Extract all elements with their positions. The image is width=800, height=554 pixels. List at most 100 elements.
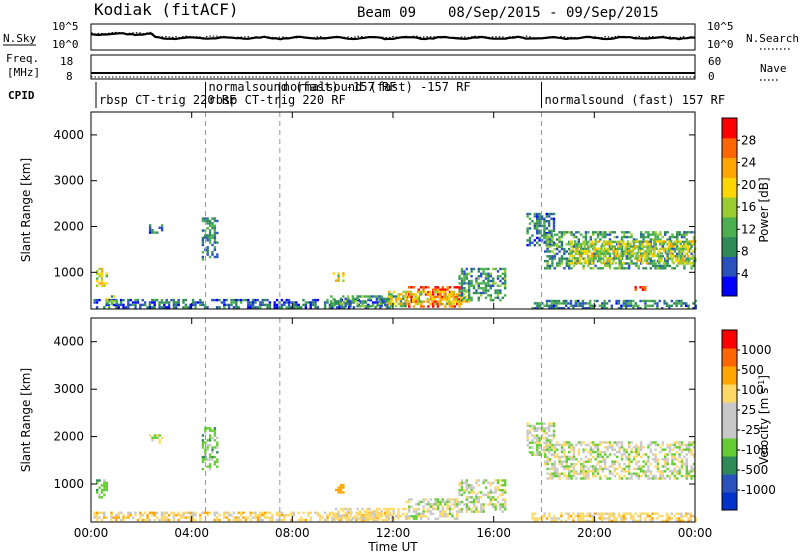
velocity-cell [334, 512, 338, 515]
velocity-cell [601, 460, 604, 463]
power-cell [574, 299, 577, 303]
power-cell [553, 267, 556, 270]
power-cell [390, 293, 393, 296]
velocity-cell [673, 446, 676, 449]
power-cell [446, 286, 449, 289]
power-cell [504, 275, 507, 278]
velocity-cell [644, 460, 648, 463]
power-cell [344, 297, 347, 301]
velocity-cell [323, 511, 327, 514]
velocity-cell [642, 460, 645, 463]
power-cell [574, 261, 577, 265]
velocity-cell [637, 448, 640, 451]
velocity-cell [95, 518, 99, 522]
power-cell [172, 303, 176, 307]
power-cell [581, 252, 584, 255]
velocity-cell [540, 448, 544, 452]
power-cell [309, 306, 312, 309]
power-cell [504, 294, 507, 297]
velocity-cell [599, 474, 602, 478]
velocity-cell [339, 515, 343, 518]
velocity-cell [637, 453, 640, 456]
velocity-cell [408, 510, 411, 513]
power-cell [617, 242, 620, 246]
power-cell [304, 303, 308, 307]
velocity-cell [652, 458, 655, 461]
velocity-cell [528, 424, 532, 428]
velocity-cell [364, 518, 368, 522]
velocity-cell [141, 518, 144, 522]
power-cell [676, 264, 679, 268]
velocity-cell [637, 472, 640, 475]
power-cell [569, 302, 573, 305]
velocity-cell [215, 518, 219, 522]
power-cell [680, 233, 684, 236]
velocity-cell [637, 474, 640, 478]
power-cell [460, 277, 464, 280]
power-cell [557, 299, 561, 303]
power-cell [235, 301, 238, 304]
power-cell [211, 253, 214, 256]
power-cell [605, 240, 608, 243]
power-cell [402, 297, 405, 301]
power-cell [458, 298, 461, 301]
power-cell [646, 252, 649, 255]
velocity-cell [160, 511, 164, 514]
power-cell [584, 238, 588, 241]
velocity-cell [110, 516, 113, 519]
velocity-cell [232, 518, 236, 522]
power-cell [504, 267, 507, 271]
power-cell [115, 302, 119, 305]
freq-label-2: [MHz] [7, 66, 40, 79]
velocity-cell [172, 511, 176, 514]
velocity-cell [415, 512, 418, 516]
velocity-cell [249, 518, 252, 522]
power-cell [477, 291, 480, 295]
power-cell [583, 240, 586, 243]
power-cell [644, 299, 647, 303]
velocity-cell [117, 514, 120, 517]
power-cell [285, 306, 288, 309]
power-cell [456, 286, 459, 289]
power-cell [477, 282, 480, 285]
velocity-cell [690, 465, 693, 468]
power-cell [571, 247, 574, 250]
power-cell [93, 298, 96, 302]
velocity-cell [584, 465, 588, 468]
power-cell [460, 302, 463, 306]
power-cell [206, 246, 209, 249]
power-cell [448, 290, 452, 294]
power-cell [177, 298, 180, 302]
power-cell [659, 267, 662, 270]
velocity-cell [664, 460, 667, 463]
velocity-cell [98, 516, 101, 519]
power-cell [596, 233, 600, 236]
power-cell [326, 301, 329, 304]
power-cell [492, 284, 495, 287]
velocity-cell [692, 514, 695, 518]
velocity-cell [182, 511, 185, 514]
power-cell [608, 231, 612, 234]
power-cell [672, 261, 675, 265]
velocity-cell [345, 516, 348, 519]
velocity-cell [671, 462, 674, 466]
velocity-cell [604, 467, 607, 471]
velocity-cell [368, 515, 371, 518]
power-cell [436, 286, 440, 289]
velocity-cell [598, 514, 601, 518]
power-cell [685, 231, 688, 234]
power-cell [194, 301, 197, 304]
power-cell [620, 250, 624, 253]
velocity-cell [629, 517, 633, 520]
velocity-cell [436, 505, 440, 508]
velocity-cell [494, 488, 497, 492]
velocity-cell [635, 450, 638, 454]
power-cell [105, 275, 108, 278]
power-cell [682, 257, 685, 260]
velocity-cell [680, 443, 684, 447]
noise-search-label: N.Search [746, 32, 799, 45]
power-cell [356, 302, 359, 305]
power-cell [422, 286, 425, 289]
power-cell [468, 284, 471, 287]
velocity-cell [160, 518, 164, 522]
